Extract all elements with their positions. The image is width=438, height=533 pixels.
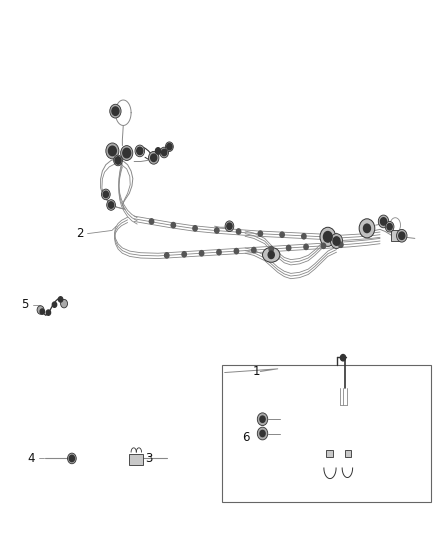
Circle shape (110, 104, 121, 118)
Circle shape (330, 233, 343, 248)
Circle shape (199, 251, 204, 256)
Circle shape (260, 430, 265, 437)
Circle shape (378, 215, 389, 228)
Circle shape (333, 237, 340, 245)
Circle shape (112, 107, 119, 115)
Circle shape (304, 244, 308, 249)
Circle shape (165, 253, 169, 258)
Circle shape (215, 228, 219, 233)
Circle shape (106, 143, 119, 159)
Circle shape (166, 142, 173, 151)
Circle shape (151, 154, 157, 161)
Text: 4: 4 (28, 452, 35, 465)
Circle shape (137, 147, 143, 155)
Circle shape (182, 252, 186, 257)
Circle shape (135, 145, 145, 157)
Circle shape (109, 146, 116, 156)
Text: 5: 5 (21, 298, 28, 311)
Circle shape (385, 221, 394, 232)
Circle shape (323, 231, 332, 242)
Circle shape (257, 413, 268, 425)
Circle shape (109, 202, 114, 208)
Circle shape (46, 310, 50, 316)
Circle shape (234, 248, 239, 254)
Circle shape (237, 229, 241, 234)
Circle shape (123, 148, 131, 158)
Circle shape (40, 309, 45, 314)
Circle shape (120, 146, 133, 160)
Circle shape (381, 217, 387, 225)
Circle shape (107, 200, 116, 211)
Bar (391, 230, 402, 241)
Circle shape (286, 245, 291, 251)
Circle shape (268, 251, 274, 259)
Bar (223, 365, 431, 503)
Circle shape (114, 155, 122, 166)
Circle shape (396, 229, 407, 242)
Bar (129, 454, 143, 465)
Circle shape (252, 247, 256, 253)
Text: 1: 1 (253, 365, 260, 378)
Bar (345, 450, 351, 457)
Circle shape (225, 221, 234, 231)
Circle shape (258, 231, 262, 236)
Circle shape (60, 300, 67, 308)
Circle shape (364, 224, 371, 232)
Circle shape (37, 306, 44, 314)
Circle shape (160, 147, 169, 158)
Circle shape (162, 149, 167, 156)
Circle shape (102, 189, 110, 200)
Circle shape (167, 143, 172, 150)
Circle shape (269, 246, 273, 252)
Circle shape (155, 148, 161, 154)
Circle shape (399, 232, 405, 239)
Circle shape (67, 453, 76, 464)
Circle shape (387, 223, 392, 230)
Text: 3: 3 (145, 452, 152, 465)
Circle shape (69, 455, 74, 462)
Circle shape (52, 302, 57, 308)
Circle shape (149, 219, 154, 224)
Ellipse shape (262, 247, 280, 262)
Circle shape (217, 249, 221, 255)
Circle shape (339, 242, 343, 247)
Circle shape (321, 243, 325, 248)
Text: 2: 2 (77, 227, 84, 240)
Circle shape (115, 157, 121, 164)
Circle shape (227, 223, 232, 229)
Circle shape (302, 233, 306, 239)
Circle shape (257, 427, 268, 440)
Circle shape (148, 151, 159, 164)
Circle shape (260, 416, 265, 422)
Circle shape (171, 222, 176, 228)
Circle shape (340, 354, 346, 361)
Circle shape (193, 225, 197, 231)
Text: 6: 6 (242, 431, 250, 444)
Circle shape (58, 297, 63, 302)
Circle shape (103, 191, 109, 198)
Circle shape (320, 227, 336, 246)
Circle shape (359, 219, 375, 238)
Bar (326, 450, 332, 457)
Circle shape (280, 232, 284, 237)
